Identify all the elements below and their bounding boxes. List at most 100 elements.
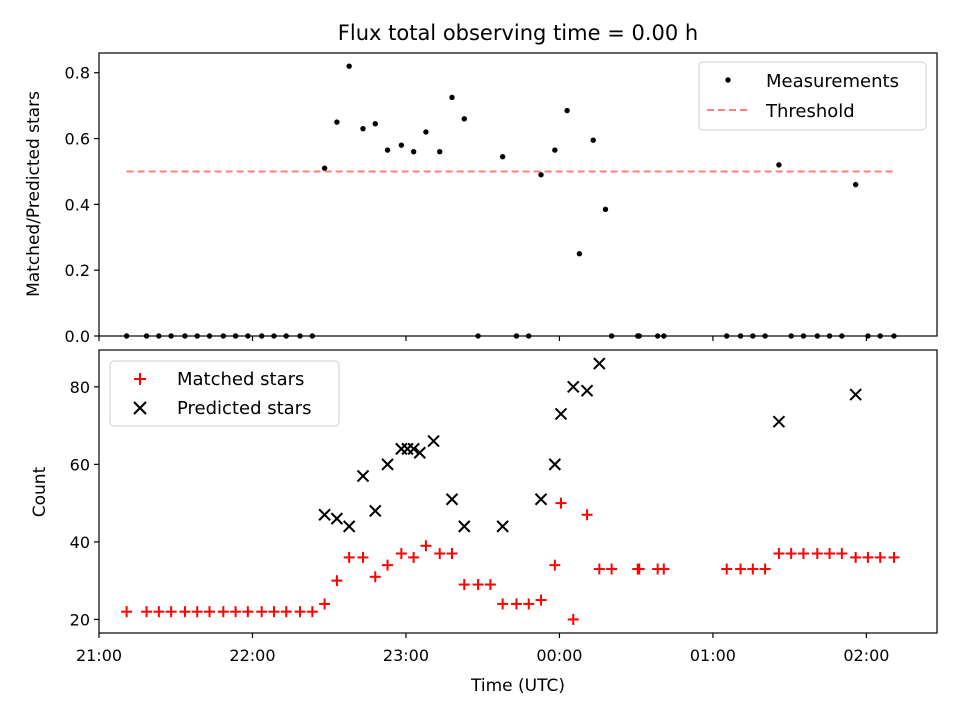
x-tick-label: 23:00 bbox=[383, 646, 429, 665]
matched-star-point bbox=[191, 606, 203, 618]
matched-star-point bbox=[658, 563, 670, 575]
y-tick-label: 0.0 bbox=[65, 327, 90, 346]
matched-star-point bbox=[458, 579, 470, 591]
matched-star-point bbox=[382, 559, 394, 571]
y-tick-label: 20 bbox=[70, 610, 90, 629]
matched-star-point bbox=[874, 551, 886, 563]
measurement-point bbox=[564, 107, 570, 114]
y-axis-label: Count bbox=[30, 466, 50, 517]
matched-star-point bbox=[408, 551, 420, 563]
matched-star-point bbox=[824, 548, 836, 560]
matched-star-point bbox=[862, 551, 874, 563]
matched-star-point bbox=[343, 551, 355, 563]
y-tick-label: 0.2 bbox=[65, 261, 90, 280]
y-tick-label: 40 bbox=[70, 533, 90, 552]
legend-x-marker bbox=[133, 401, 147, 415]
matched-star-point bbox=[256, 606, 268, 618]
x-stroke-b bbox=[427, 434, 440, 448]
matched-star-point bbox=[280, 606, 292, 618]
matched-star-point bbox=[759, 563, 771, 575]
matched-star-point bbox=[319, 598, 331, 610]
y-tick-label: 80 bbox=[70, 378, 90, 397]
predicted-star-point bbox=[458, 520, 471, 533]
matched-star-point bbox=[797, 548, 809, 560]
top-y-axis: 0.0 0.2 0.4 0.6 0.8 bbox=[65, 64, 99, 346]
matched-star-point bbox=[165, 606, 177, 618]
matched-star-point bbox=[836, 548, 848, 560]
matched-star-point bbox=[581, 509, 593, 521]
y-axis-label: Matched/Predicted stars bbox=[24, 91, 44, 297]
chart-title: Flux total observing time = 0.00 h bbox=[338, 21, 698, 45]
count-panel: Count Time (UTC) 20 40 60 80 21:00 22:00 23:0… bbox=[30, 349, 938, 696]
matched-star-point bbox=[747, 563, 759, 575]
matched-star-point bbox=[484, 579, 496, 591]
x-stroke-b bbox=[342, 520, 356, 533]
x-axis-label: Time (UTC) bbox=[470, 676, 565, 696]
matched-star-point bbox=[567, 613, 579, 625]
x-stroke-b bbox=[849, 388, 862, 401]
x-stroke-b bbox=[772, 415, 786, 428]
matched-star-point bbox=[497, 598, 509, 610]
top-legend: Measurements Threshold bbox=[698, 61, 927, 131]
matched-star-point bbox=[593, 563, 605, 575]
predicted-star-point bbox=[342, 520, 356, 533]
matched-star-point bbox=[549, 559, 561, 571]
x-stroke-b bbox=[381, 458, 394, 471]
matched-star-point bbox=[420, 540, 432, 552]
legend-label-threshold: Threshold bbox=[765, 101, 855, 122]
measurement-point bbox=[449, 94, 455, 101]
measurement-point bbox=[590, 137, 596, 143]
x-tick-label: 02:00 bbox=[843, 646, 889, 665]
predicted-star-point bbox=[496, 520, 509, 533]
matched-star-point bbox=[633, 563, 645, 575]
matched-star-point bbox=[446, 548, 458, 560]
predicted-star-point bbox=[356, 469, 370, 483]
predicted-star-point bbox=[580, 384, 594, 397]
predicted-star-point bbox=[593, 357, 606, 370]
measurement-point bbox=[538, 172, 544, 178]
x-stroke-b bbox=[496, 520, 509, 533]
measurement-point bbox=[437, 149, 443, 155]
predicted-star-point bbox=[554, 407, 568, 421]
y-tick-label: 0.4 bbox=[65, 195, 90, 214]
legend-dot-marker bbox=[725, 77, 731, 83]
x-stroke-b bbox=[330, 512, 344, 525]
matched-star-point bbox=[217, 606, 229, 618]
x-stroke-b bbox=[458, 520, 471, 533]
matched-star-point bbox=[369, 571, 381, 583]
matched-star-point bbox=[735, 563, 747, 575]
matched-star-point bbox=[773, 548, 785, 560]
measurement-point bbox=[461, 116, 467, 122]
predicted-star-point bbox=[534, 493, 548, 506]
measurement-point bbox=[334, 119, 340, 125]
x-stroke-b bbox=[356, 469, 370, 483]
matched-star-point bbox=[510, 598, 522, 610]
matched-star-point bbox=[230, 606, 242, 618]
legend-label-predicted: Predicted stars bbox=[177, 398, 311, 419]
top-axes-frame bbox=[98, 52, 938, 337]
legend-label-measurements: Measurements bbox=[766, 71, 899, 92]
x-tick-label: 01:00 bbox=[690, 646, 736, 665]
x-stroke-b bbox=[413, 446, 426, 459]
matched-star-point bbox=[357, 551, 369, 563]
x-stroke-b bbox=[554, 407, 568, 421]
matched-star-point bbox=[141, 606, 153, 618]
matched-star-point bbox=[242, 606, 254, 618]
top-legend-box bbox=[698, 61, 927, 131]
bottom-axes-frame bbox=[98, 349, 938, 634]
measurement-point bbox=[398, 142, 405, 148]
x-stroke-b bbox=[548, 458, 562, 471]
x-tick-label: 00:00 bbox=[536, 646, 582, 665]
x-stroke-b bbox=[580, 384, 594, 397]
predicted-star-point bbox=[772, 415, 786, 428]
x-stroke-b bbox=[445, 493, 459, 506]
x-stroke-b bbox=[567, 380, 580, 394]
matched-star-point bbox=[204, 606, 216, 618]
flux-ratio-panel: Flux total observing time = 0.00 h Match… bbox=[24, 21, 938, 346]
predicted-star-point bbox=[567, 380, 580, 394]
predicted-star-point bbox=[548, 458, 562, 471]
y-tick-label: 0.6 bbox=[65, 130, 90, 149]
predicted-star-point bbox=[318, 508, 331, 521]
matched-star-point bbox=[395, 548, 407, 560]
